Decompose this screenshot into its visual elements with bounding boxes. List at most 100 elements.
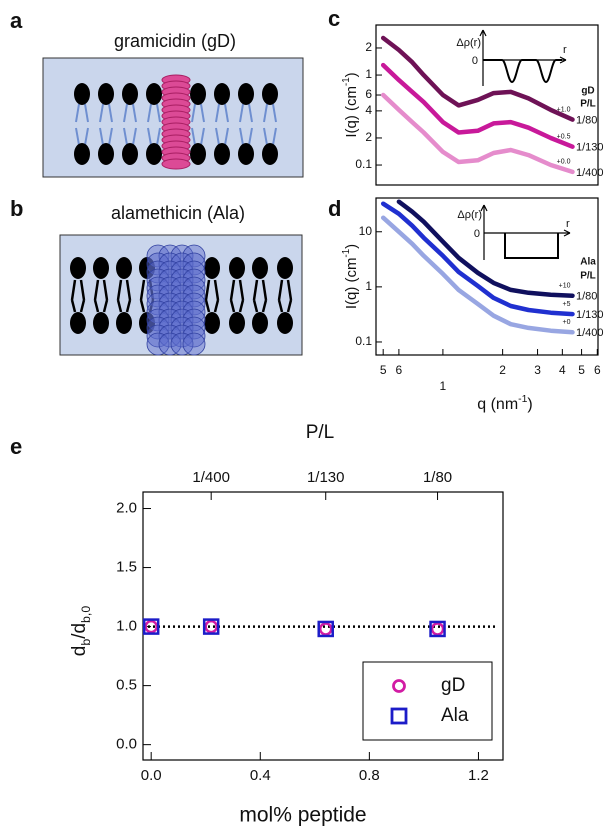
peptide-helix (182, 276, 206, 300)
peptide-helix (170, 324, 194, 348)
lipid-head (229, 312, 245, 334)
lipid-head (238, 83, 254, 105)
axis-label: I(q) (cm-1) (341, 72, 360, 137)
axis-label-part: I(q) (cm (343, 86, 360, 138)
curve (380, 201, 575, 317)
y-tick-label: 1 (365, 279, 372, 293)
inset-label: 0 (474, 228, 480, 240)
lipid-head (277, 312, 293, 334)
lipid-tail (75, 103, 89, 146)
peptide-helix (158, 244, 182, 268)
marker-circle (144, 619, 158, 634)
arrow-head (480, 204, 571, 237)
peptide-helix (170, 308, 194, 332)
lipid-head (204, 257, 220, 279)
peptide-helix (146, 284, 170, 308)
plot-frame (375, 24, 599, 186)
lipid-head (98, 83, 114, 105)
lipid-tail (215, 103, 229, 146)
legend-label: 1/130 (576, 309, 604, 321)
y-tick-label: 0.0 (116, 736, 137, 753)
legend-label: 1/130 (576, 142, 604, 154)
panel-label: b (10, 196, 23, 221)
lipid-head (214, 83, 230, 105)
inset-label: r (566, 218, 570, 230)
legend-label: gD (441, 675, 465, 696)
lipid-head (252, 257, 268, 279)
axis-label-part: ) (527, 396, 532, 413)
x-tick-label: 0.8 (359, 767, 380, 784)
peptide-helix (170, 300, 194, 324)
y-tick-label: 4 (365, 103, 372, 117)
peptide-helix (170, 284, 194, 308)
curve (380, 92, 575, 175)
x-tick-label: 6 (594, 363, 601, 377)
panel-label: e (10, 434, 22, 459)
lipid-head (229, 257, 245, 279)
peptide-helix (182, 268, 206, 292)
x-tick-label: 2 (499, 363, 506, 377)
x-tick-label: 1.2 (468, 767, 489, 784)
lipid-head (146, 83, 162, 105)
lipid-head (190, 143, 206, 165)
panel-label: c (328, 6, 340, 31)
peptide-helix (182, 300, 206, 324)
axis-label-part: q (nm (477, 396, 518, 413)
lipid-tail (229, 279, 245, 313)
peptide-helix (158, 260, 182, 284)
axis-label-part: ) (343, 244, 360, 249)
peptide-helix (158, 292, 182, 316)
lipid-head (146, 143, 162, 165)
peptide-helix (158, 332, 182, 356)
peptide-helix (146, 316, 170, 340)
curve (396, 199, 575, 298)
x-tick-label: 5 (578, 363, 585, 377)
axis-label-part: I(q) (cm (343, 258, 360, 310)
peptide-helix (170, 268, 194, 292)
lipid-head (252, 312, 268, 334)
panel-label: d (328, 196, 341, 221)
peptide-helix (182, 260, 206, 284)
x-tick-label: 5 (380, 363, 387, 377)
peptide-helix (146, 276, 170, 300)
peptide-helix (146, 244, 170, 268)
marker-circle (392, 679, 406, 693)
lipid-head (122, 143, 138, 165)
offset-label: +10 (559, 283, 571, 290)
y-tick-label: 6 (365, 87, 372, 101)
lipid-tail (147, 103, 161, 146)
lipid-head (139, 257, 155, 279)
x-tick-label: 6 (396, 363, 403, 377)
diagram-title: alamethicin (Ala) (111, 203, 245, 223)
y-tick-label: 1.0 (116, 618, 137, 635)
peptide-helix (182, 292, 206, 316)
peptide-helix (182, 316, 206, 340)
y-tick-label: 1.5 (116, 559, 137, 576)
lipid-tail (252, 279, 268, 313)
y-tick-label: 2 (365, 130, 372, 144)
peptide-helix (158, 324, 182, 348)
curve (380, 62, 575, 149)
peptide-helix (158, 308, 182, 332)
lipid-tail (70, 279, 86, 313)
lipid-head (98, 143, 114, 165)
lipid-head (116, 312, 132, 334)
lipid-head (214, 143, 230, 165)
legend-title: P/L (580, 99, 596, 110)
peptide-helix (158, 300, 182, 324)
inset-profile (504, 233, 559, 259)
peptide-helix (158, 268, 182, 292)
marker-square (317, 620, 334, 638)
lipid-head (262, 143, 278, 165)
marker-circle (204, 619, 218, 634)
axis-label-part: b (79, 639, 93, 646)
x-axis-title: mol% peptide (239, 804, 366, 827)
peptide-helix (170, 260, 194, 284)
y-tick-label: 0.1 (355, 334, 372, 348)
peptide-helix (146, 324, 170, 348)
lipid-head (116, 257, 132, 279)
inset-c (479, 29, 567, 86)
lipid-head (93, 312, 109, 334)
axis-label-part: /d (69, 623, 90, 639)
marker-circle (318, 622, 333, 636)
